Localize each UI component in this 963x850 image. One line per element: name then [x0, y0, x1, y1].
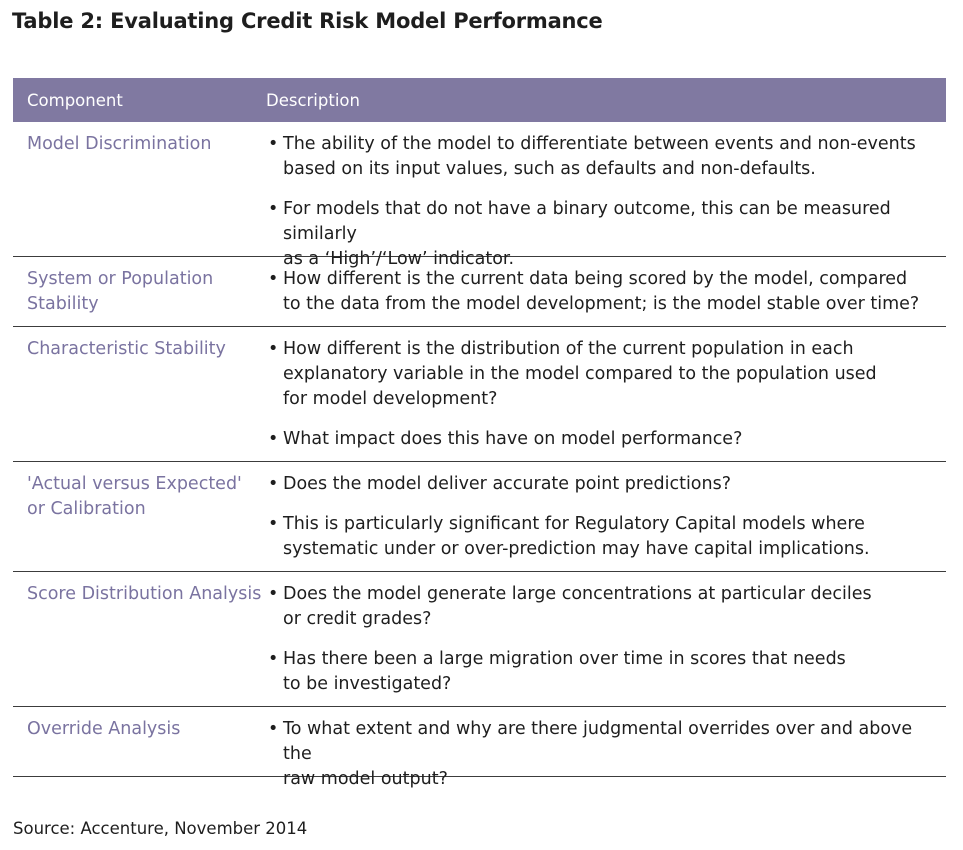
- header-description: Description: [266, 90, 360, 110]
- bullet-item: • How different is the distribution of th…: [266, 337, 946, 412]
- bullet-text: This is particularly significant for Reg…: [283, 514, 870, 559]
- bullet-text: How different is the current data being …: [283, 269, 920, 314]
- bullet-text: To what extent and why are there judgmen…: [283, 719, 913, 789]
- bullet-text: The ability of the model to differentiat…: [283, 134, 916, 179]
- bullet-icon: •: [268, 649, 279, 669]
- table-row: Model Discrimination • The ability of the…: [13, 122, 946, 269]
- table-row: 'Actual versus Expected' or Calibration …: [13, 462, 946, 572]
- component-cell: System or Population Stability: [27, 269, 214, 314]
- component-cell: Model Discrimination: [27, 134, 212, 154]
- component-cell: Score Distribution Analysis: [27, 584, 262, 604]
- description-cell: • How different is the current data being…: [266, 257, 946, 326]
- table-row: Score Distribution Analysis • Does the mo…: [13, 572, 946, 707]
- bullet-item: • This is particularly significant for Re…: [266, 512, 946, 562]
- bullet-text: For models that do not have a binary out…: [283, 199, 891, 269]
- bullet-icon: •: [268, 584, 279, 604]
- bullet-icon: •: [268, 269, 279, 289]
- bullet-item: • Does the model deliver accurate point p…: [266, 472, 946, 497]
- table-row: System or Population Stability • How diff…: [13, 257, 946, 327]
- bullet-icon: •: [268, 199, 279, 219]
- source-note: Source: Accenture, November 2014: [13, 819, 308, 838]
- bullet-icon: •: [268, 719, 279, 739]
- component-cell: Override Analysis: [27, 719, 181, 739]
- table-row: Override Analysis • To what extent and wh…: [13, 707, 946, 789]
- header-component: Component: [27, 90, 123, 110]
- bullet-item: • For models that do not have a binary ou…: [266, 197, 946, 272]
- bullet-item: • Has there been a large migration over t…: [266, 647, 946, 697]
- bullet-text: What impact does this have on model perf…: [283, 429, 743, 449]
- bullet-icon: •: [268, 134, 279, 154]
- bullet-icon: •: [268, 429, 279, 449]
- bullet-item: • How different is the current data being…: [266, 267, 946, 317]
- bullet-text: Has there been a large migration over ti…: [283, 649, 846, 694]
- bullet-icon: •: [268, 514, 279, 534]
- description-cell: • How different is the distribution of th…: [266, 327, 946, 461]
- bullet-item: • Does the model generate large concentra…: [266, 582, 946, 632]
- description-cell: • Does the model deliver accurate point p…: [266, 462, 946, 571]
- credit-risk-table: Component Description Model Discriminati…: [13, 78, 946, 789]
- table-row: Characteristic Stability • How different …: [13, 327, 946, 462]
- description-cell: • The ability of the model to differentia…: [266, 122, 946, 269]
- bullet-icon: •: [268, 474, 279, 494]
- table-header: Component Description: [13, 78, 946, 122]
- description-cell: • To what extent and why are there judgme…: [266, 707, 946, 789]
- bullet-text: Does the model generate large concentrat…: [283, 584, 872, 629]
- page-title: Table 2: Evaluating Credit Risk Model Pe…: [12, 9, 603, 33]
- bullet-icon: •: [268, 339, 279, 359]
- bullet-item: • The ability of the model to differentia…: [266, 132, 946, 182]
- description-cell: • Does the model generate large concentra…: [266, 572, 946, 706]
- bullet-text: How different is the distribution of the…: [283, 339, 877, 409]
- component-cell: Characteristic Stability: [27, 339, 226, 359]
- bullet-text: Does the model deliver accurate point pr…: [283, 474, 732, 494]
- component-cell: 'Actual versus Expected' or Calibration: [27, 474, 242, 519]
- bullet-item: • What impact does this have on model per…: [266, 427, 946, 452]
- bullet-item: • To what extent and why are there judgme…: [266, 717, 946, 792]
